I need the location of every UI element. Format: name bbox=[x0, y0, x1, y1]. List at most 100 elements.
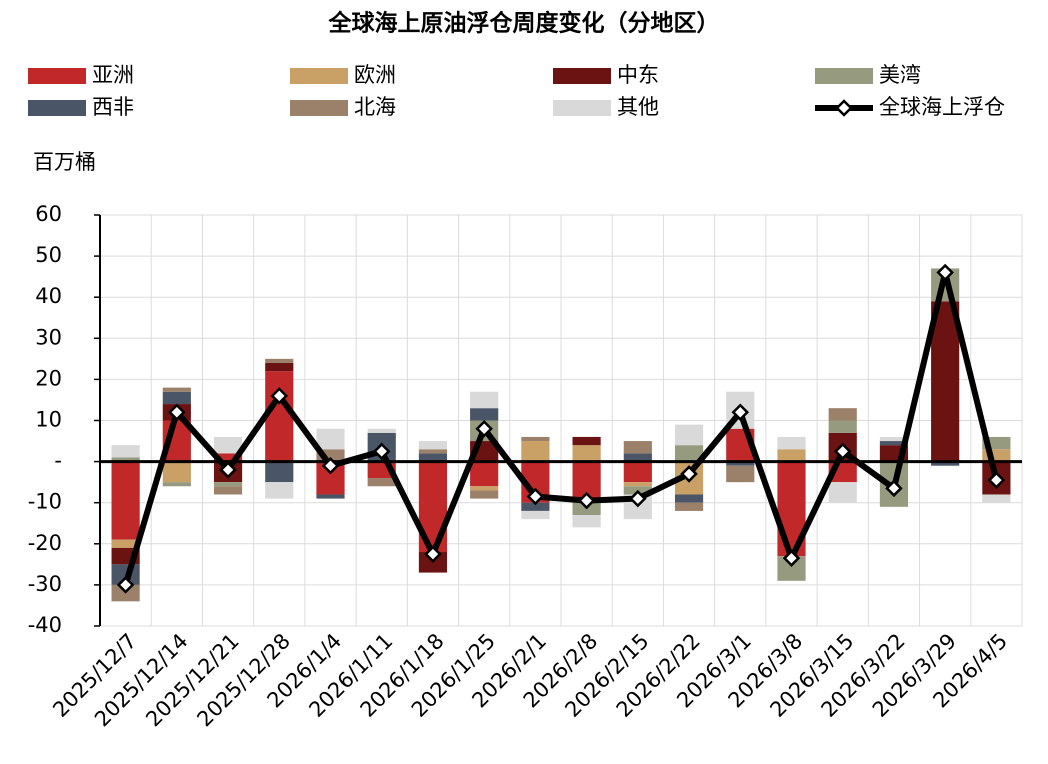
legend-label: 美湾 bbox=[879, 63, 921, 87]
line-marker bbox=[321, 456, 340, 475]
bar-segment bbox=[470, 490, 499, 499]
bar-segment bbox=[674, 424, 704, 446]
bar-segment bbox=[572, 515, 601, 528]
legend-swatch bbox=[28, 68, 86, 84]
y-tick-label: - bbox=[54, 449, 62, 473]
bar-segment bbox=[418, 453, 448, 462]
y-tick-label: -30 bbox=[28, 572, 62, 596]
bar-segment bbox=[316, 428, 345, 450]
bar-segment bbox=[572, 445, 601, 462]
bar-segment bbox=[777, 449, 806, 462]
line-marker bbox=[987, 471, 1006, 489]
bar-segment bbox=[674, 502, 704, 511]
legend-label: 中东 bbox=[617, 63, 659, 87]
y-tick-label: -40 bbox=[28, 613, 62, 637]
legend-label: 全球海上浮仓 bbox=[879, 95, 1005, 119]
bar-segment bbox=[828, 420, 857, 433]
line-marker bbox=[680, 465, 698, 483]
bar-segment bbox=[162, 482, 191, 487]
bar-segment bbox=[265, 371, 294, 462]
legend-label: 北海 bbox=[354, 95, 396, 119]
line-marker bbox=[731, 403, 750, 422]
bar-segment bbox=[931, 301, 960, 462]
bar-segment bbox=[470, 461, 499, 487]
y-tick-label: 60 bbox=[35, 202, 62, 226]
bar-segment bbox=[265, 358, 294, 363]
bar-segment bbox=[470, 391, 499, 409]
legend-label: 亚洲 bbox=[92, 63, 134, 87]
bar-segment bbox=[265, 362, 294, 372]
legend-swatch bbox=[553, 68, 611, 84]
line-marker bbox=[219, 461, 237, 479]
legend-label: 其他 bbox=[617, 95, 659, 119]
bar-segment bbox=[828, 408, 857, 421]
bar-segment bbox=[265, 482, 294, 499]
bar-segment bbox=[828, 482, 857, 503]
bar-segment bbox=[470, 486, 499, 491]
bar-segment bbox=[111, 445, 140, 458]
bar-segment bbox=[213, 486, 243, 495]
bar-segment bbox=[726, 461, 755, 466]
bar-segment bbox=[572, 436, 601, 446]
bar-segment bbox=[470, 408, 499, 421]
bar-segment bbox=[316, 494, 345, 499]
bar-segment bbox=[726, 465, 755, 483]
bar-segment bbox=[213, 482, 243, 487]
legend-swatch bbox=[290, 100, 348, 116]
bar-segment bbox=[111, 539, 140, 548]
bar-segment bbox=[623, 482, 652, 487]
bar-segment bbox=[162, 461, 191, 483]
bar-segment bbox=[879, 441, 909, 446]
line bbox=[122, 269, 1000, 586]
bar-segment bbox=[162, 387, 191, 392]
y-tick-label: -20 bbox=[28, 531, 62, 555]
bar-segment bbox=[931, 461, 960, 466]
legend-label: 欧洲 bbox=[354, 63, 396, 87]
y-tick-label: 50 bbox=[35, 243, 62, 267]
bar-segment bbox=[162, 391, 191, 405]
chart-title: 全球海上原油浮仓周度变化（分地区） bbox=[328, 10, 720, 37]
legend-swatch bbox=[28, 100, 86, 116]
bar-segment bbox=[418, 449, 448, 454]
line-marker bbox=[116, 576, 135, 594]
line-marker bbox=[526, 487, 545, 506]
bar-segment bbox=[674, 445, 704, 462]
line-marker bbox=[936, 263, 954, 282]
bar-segment bbox=[213, 436, 243, 454]
legend-swatch bbox=[553, 100, 611, 116]
bar-segment bbox=[418, 441, 448, 450]
line-marker bbox=[629, 489, 647, 508]
line-marker bbox=[270, 387, 289, 405]
line-marker bbox=[885, 479, 903, 498]
bar-segment bbox=[521, 436, 550, 442]
y-axis-label: 百万桶 bbox=[33, 150, 96, 174]
y-tick-label: 20 bbox=[35, 366, 62, 390]
y-tick-label: 40 bbox=[35, 284, 62, 308]
bar-segment bbox=[367, 428, 396, 433]
line-marker bbox=[475, 419, 493, 438]
bar-segment bbox=[213, 453, 243, 462]
y-tick-label: 30 bbox=[35, 325, 62, 349]
bar-segment bbox=[777, 436, 806, 450]
bar-segment bbox=[521, 502, 550, 511]
line-marker bbox=[424, 545, 442, 563]
line-marker bbox=[372, 442, 391, 461]
bar-segment bbox=[879, 436, 909, 442]
bar-segment bbox=[623, 441, 652, 454]
bar-segment bbox=[521, 510, 550, 520]
line-marker bbox=[577, 491, 596, 510]
legend-swatch bbox=[290, 68, 348, 84]
legend-marker bbox=[835, 99, 853, 117]
line-marker bbox=[782, 549, 801, 567]
y-tick-label: 10 bbox=[35, 408, 62, 432]
bar-segment bbox=[111, 457, 140, 462]
bar-segment bbox=[521, 441, 550, 462]
bar-segment bbox=[265, 461, 294, 483]
bar-segment bbox=[623, 461, 652, 483]
legend-swatch bbox=[815, 68, 873, 84]
y-tick-label: -10 bbox=[28, 490, 62, 514]
bar-segment bbox=[982, 494, 1011, 503]
legend-label: 西非 bbox=[92, 95, 134, 119]
line-marker bbox=[168, 403, 186, 422]
